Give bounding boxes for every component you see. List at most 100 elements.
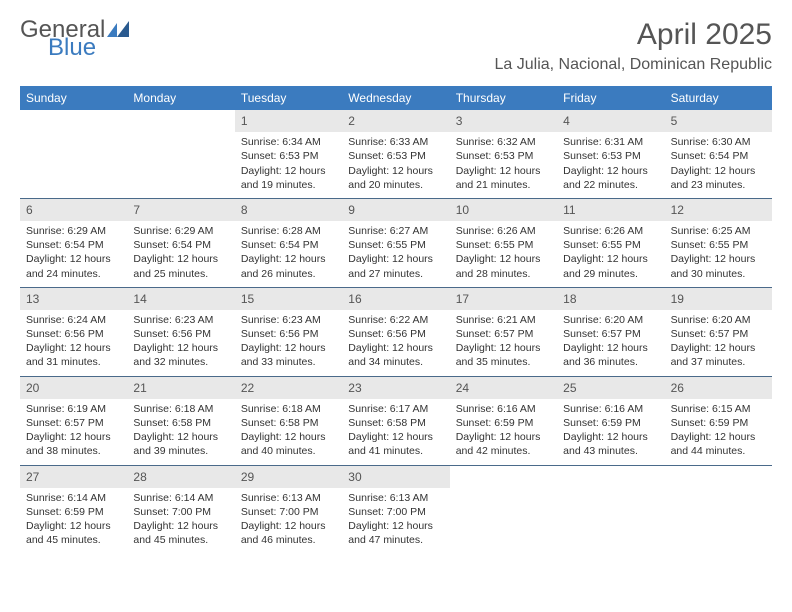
location-text: La Julia, Nacional, Dominican Republic [495,56,772,74]
day-number: 18 [557,288,664,310]
weekday-header: Sunday Monday Tuesday Wednesday Thursday… [20,86,772,110]
day-details: Sunrise: 6:17 AMSunset: 6:58 PMDaylight:… [342,399,449,465]
calendar-cell: 5Sunrise: 6:30 AMSunset: 6:54 PMDaylight… [665,110,772,199]
day-number: 30 [342,466,449,488]
day-number: 20 [20,377,127,399]
day-number: 29 [235,466,342,488]
weekday-saturday: Saturday [665,86,772,110]
day-details: Sunrise: 6:16 AMSunset: 6:59 PMDaylight:… [557,399,664,465]
calendar-cell: 28Sunrise: 6:14 AMSunset: 7:00 PMDayligh… [127,466,234,554]
calendar-cell [20,110,127,199]
day-number: 17 [450,288,557,310]
day-details: Sunrise: 6:27 AMSunset: 6:55 PMDaylight:… [342,221,449,287]
day-number: 21 [127,377,234,399]
calendar-cell: 6Sunrise: 6:29 AMSunset: 6:54 PMDaylight… [20,199,127,288]
day-details: Sunrise: 6:29 AMSunset: 6:54 PMDaylight:… [127,221,234,287]
day-number: 7 [127,199,234,221]
calendar-cell: 16Sunrise: 6:22 AMSunset: 6:56 PMDayligh… [342,288,449,377]
calendar-cell: 27Sunrise: 6:14 AMSunset: 6:59 PMDayligh… [20,466,127,554]
day-details: Sunrise: 6:23 AMSunset: 6:56 PMDaylight:… [127,310,234,376]
day-number: 9 [342,199,449,221]
header: GeneralBlue April 2025 La Julia, Naciona… [20,18,772,74]
calendar-cell: 20Sunrise: 6:19 AMSunset: 6:57 PMDayligh… [20,377,127,466]
day-details: Sunrise: 6:32 AMSunset: 6:53 PMDaylight:… [450,132,557,198]
day-number: 5 [665,110,772,132]
calendar-cell: 14Sunrise: 6:23 AMSunset: 6:56 PMDayligh… [127,288,234,377]
day-number: 4 [557,110,664,132]
day-number: 10 [450,199,557,221]
day-number: 15 [235,288,342,310]
weekday-wednesday: Wednesday [342,86,449,110]
day-number: 23 [342,377,449,399]
calendar-cell [665,466,772,554]
calendar-cell: 19Sunrise: 6:20 AMSunset: 6:57 PMDayligh… [665,288,772,377]
calendar-cell: 7Sunrise: 6:29 AMSunset: 6:54 PMDaylight… [127,199,234,288]
day-details: Sunrise: 6:30 AMSunset: 6:54 PMDaylight:… [665,132,772,198]
day-details: Sunrise: 6:25 AMSunset: 6:55 PMDaylight:… [665,221,772,287]
day-number: 26 [665,377,772,399]
logo-text-2: Blue [48,36,131,60]
weekday-tuesday: Tuesday [235,86,342,110]
calendar-cell [450,466,557,554]
day-number: 28 [127,466,234,488]
calendar-cell: 21Sunrise: 6:18 AMSunset: 6:58 PMDayligh… [127,377,234,466]
calendar-cell: 25Sunrise: 6:16 AMSunset: 6:59 PMDayligh… [557,377,664,466]
calendar-cell: 1Sunrise: 6:34 AMSunset: 6:53 PMDaylight… [235,110,342,199]
day-details: Sunrise: 6:15 AMSunset: 6:59 PMDaylight:… [665,399,772,465]
day-number: 8 [235,199,342,221]
page-title: April 2025 [495,18,772,52]
day-details: Sunrise: 6:19 AMSunset: 6:57 PMDaylight:… [20,399,127,465]
day-details: Sunrise: 6:20 AMSunset: 6:57 PMDaylight:… [557,310,664,376]
weekday-thursday: Thursday [450,86,557,110]
day-details: Sunrise: 6:14 AMSunset: 7:00 PMDaylight:… [127,488,234,554]
calendar-cell: 9Sunrise: 6:27 AMSunset: 6:55 PMDaylight… [342,199,449,288]
calendar-cell: 22Sunrise: 6:18 AMSunset: 6:58 PMDayligh… [235,377,342,466]
day-details: Sunrise: 6:18 AMSunset: 6:58 PMDaylight:… [127,399,234,465]
calendar-cell: 12Sunrise: 6:25 AMSunset: 6:55 PMDayligh… [665,199,772,288]
calendar-cell: 15Sunrise: 6:23 AMSunset: 6:56 PMDayligh… [235,288,342,377]
day-number: 1 [235,110,342,132]
day-details: Sunrise: 6:21 AMSunset: 6:57 PMDaylight:… [450,310,557,376]
day-details: Sunrise: 6:16 AMSunset: 6:59 PMDaylight:… [450,399,557,465]
weekday-monday: Monday [127,86,234,110]
day-details: Sunrise: 6:13 AMSunset: 7:00 PMDaylight:… [342,488,449,554]
calendar-cell [127,110,234,199]
day-number: 11 [557,199,664,221]
day-details: Sunrise: 6:28 AMSunset: 6:54 PMDaylight:… [235,221,342,287]
calendar-cell: 26Sunrise: 6:15 AMSunset: 6:59 PMDayligh… [665,377,772,466]
calendar-cell: 13Sunrise: 6:24 AMSunset: 6:56 PMDayligh… [20,288,127,377]
day-number: 16 [342,288,449,310]
day-number: 2 [342,110,449,132]
day-number: 25 [557,377,664,399]
day-details: Sunrise: 6:31 AMSunset: 6:53 PMDaylight:… [557,132,664,198]
weekday-friday: Friday [557,86,664,110]
day-details: Sunrise: 6:29 AMSunset: 6:54 PMDaylight:… [20,221,127,287]
calendar-cell: 30Sunrise: 6:13 AMSunset: 7:00 PMDayligh… [342,466,449,554]
title-block: April 2025 La Julia, Nacional, Dominican… [495,18,772,74]
day-number: 19 [665,288,772,310]
logo: GeneralBlue [20,18,131,60]
day-number: 6 [20,199,127,221]
day-details: Sunrise: 6:22 AMSunset: 6:56 PMDaylight:… [342,310,449,376]
day-details: Sunrise: 6:24 AMSunset: 6:56 PMDaylight:… [20,310,127,376]
day-number: 3 [450,110,557,132]
calendar-grid: 1Sunrise: 6:34 AMSunset: 6:53 PMDaylight… [20,110,772,553]
calendar-cell: 17Sunrise: 6:21 AMSunset: 6:57 PMDayligh… [450,288,557,377]
calendar-cell: 11Sunrise: 6:26 AMSunset: 6:55 PMDayligh… [557,199,664,288]
day-number: 13 [20,288,127,310]
day-details: Sunrise: 6:13 AMSunset: 7:00 PMDaylight:… [235,488,342,554]
day-number: 12 [665,199,772,221]
day-details: Sunrise: 6:33 AMSunset: 6:53 PMDaylight:… [342,132,449,198]
calendar-cell: 8Sunrise: 6:28 AMSunset: 6:54 PMDaylight… [235,199,342,288]
day-details: Sunrise: 6:23 AMSunset: 6:56 PMDaylight:… [235,310,342,376]
calendar-cell: 3Sunrise: 6:32 AMSunset: 6:53 PMDaylight… [450,110,557,199]
day-number: 22 [235,377,342,399]
calendar-cell: 4Sunrise: 6:31 AMSunset: 6:53 PMDaylight… [557,110,664,199]
day-number: 24 [450,377,557,399]
calendar-cell [557,466,664,554]
day-details: Sunrise: 6:18 AMSunset: 6:58 PMDaylight:… [235,399,342,465]
day-details: Sunrise: 6:26 AMSunset: 6:55 PMDaylight:… [557,221,664,287]
day-details: Sunrise: 6:20 AMSunset: 6:57 PMDaylight:… [665,310,772,376]
calendar-cell: 29Sunrise: 6:13 AMSunset: 7:00 PMDayligh… [235,466,342,554]
day-number: 27 [20,466,127,488]
